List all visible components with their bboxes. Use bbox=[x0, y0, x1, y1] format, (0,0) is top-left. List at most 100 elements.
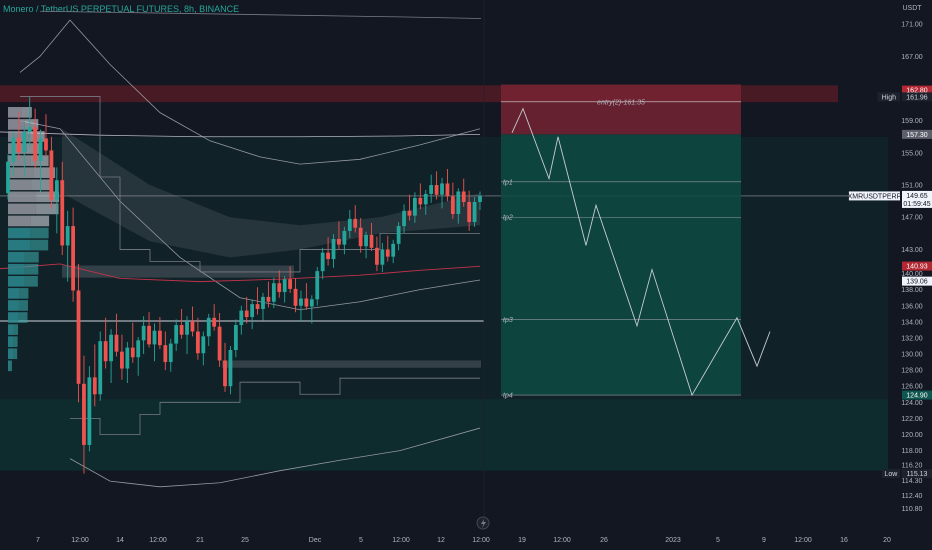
time-tick-label: 12 bbox=[437, 537, 445, 544]
candle bbox=[342, 226, 347, 255]
candle-body bbox=[358, 227, 363, 247]
consolidation-box bbox=[62, 265, 294, 278]
candle-body bbox=[255, 304, 260, 309]
candle-body bbox=[174, 325, 179, 344]
candle bbox=[467, 190, 472, 231]
candle-body bbox=[141, 325, 146, 341]
time-tick-label: 19 bbox=[518, 537, 526, 544]
volume-profile-bar bbox=[8, 275, 25, 287]
time-axis[interactable]: 7 12:00 14 12:00 21 25 Dec 5 12:00 12 12:00 19 12:00… bbox=[0, 516, 891, 550]
time-tick-label: 12:00 bbox=[794, 537, 812, 544]
candle-body bbox=[467, 201, 472, 223]
price-tick-label: 128.00 bbox=[901, 368, 923, 375]
volume-profile-bar bbox=[8, 360, 11, 372]
candle bbox=[179, 308, 184, 339]
price-tag-value: 162.80 bbox=[906, 88, 928, 95]
projected-path bbox=[511, 107, 771, 397]
time-tick-label: 16 bbox=[840, 537, 848, 544]
volume-profile-bar bbox=[8, 239, 31, 251]
take-profit-zone[interactable] bbox=[501, 134, 741, 396]
time-axis-bg bbox=[0, 523, 888, 550]
candle-body bbox=[407, 210, 412, 216]
candle bbox=[190, 306, 195, 337]
price-tag-box bbox=[902, 390, 932, 400]
time-tick-label: 2023 bbox=[665, 537, 681, 544]
volume-profile-bar bbox=[10, 360, 12, 372]
candle bbox=[385, 235, 390, 262]
candle bbox=[239, 305, 244, 335]
candle bbox=[65, 210, 70, 282]
candle-body bbox=[217, 326, 222, 361]
volume-profile-bar bbox=[24, 275, 38, 287]
candle bbox=[288, 266, 293, 293]
candle bbox=[255, 287, 260, 315]
price-tag-label-box bbox=[848, 191, 900, 201]
candle-body bbox=[288, 279, 293, 289]
candle-body bbox=[11, 137, 16, 162]
candle-body bbox=[152, 330, 157, 345]
candle bbox=[136, 337, 141, 376]
candle-body bbox=[385, 249, 390, 257]
candle-body bbox=[109, 334, 113, 362]
candle-body bbox=[103, 341, 108, 362]
price-axis[interactable]: USDT 110.80 112.40 114.30 116.20 118.00 120.00… bbox=[888, 0, 932, 550]
volume-profile-bar bbox=[30, 215, 50, 227]
indicator-layer bbox=[0, 0, 888, 523]
volume-profile-bar bbox=[8, 215, 31, 227]
candle bbox=[277, 270, 282, 298]
price-tick-label: 120.00 bbox=[901, 432, 923, 439]
volume-profile-bar bbox=[24, 119, 39, 130]
candle bbox=[244, 296, 249, 324]
candle bbox=[407, 194, 412, 221]
candle bbox=[38, 129, 43, 192]
price-tick-label: 143.00 bbox=[901, 247, 923, 254]
lower-support-zone bbox=[0, 399, 888, 471]
price-tick-label: 147.00 bbox=[901, 215, 923, 222]
consolidation-box bbox=[222, 360, 481, 368]
volume-profile-bar bbox=[8, 263, 25, 275]
candle bbox=[27, 96, 32, 147]
candle-body bbox=[478, 195, 482, 202]
candle bbox=[54, 167, 59, 234]
candle-body bbox=[380, 249, 385, 265]
short-position-tool[interactable]: entry(2)-161.35 tp1 tp2 tp3 tp4 bbox=[501, 84, 771, 400]
candle-body bbox=[125, 347, 130, 369]
candle bbox=[152, 323, 157, 362]
price-tick-label: 124.00 bbox=[901, 400, 923, 407]
candle-body bbox=[130, 347, 135, 358]
price-tick-label: 134.00 bbox=[901, 319, 923, 326]
candle-body bbox=[250, 304, 255, 318]
candle bbox=[16, 111, 21, 160]
candle bbox=[353, 205, 358, 233]
candle bbox=[92, 344, 97, 407]
price-tag-countdown: 01:59:45 bbox=[903, 201, 930, 208]
volume-profile-bar bbox=[8, 336, 14, 347]
candle-body bbox=[304, 298, 309, 307]
candle bbox=[76, 263, 81, 403]
time-tick-label: 12:00 bbox=[71, 537, 89, 544]
candle bbox=[147, 312, 151, 348]
volume-profile-bar bbox=[30, 227, 49, 239]
volume-profile-bar bbox=[33, 167, 56, 179]
candle-body bbox=[33, 127, 38, 161]
candle-body bbox=[299, 298, 303, 306]
take-profit-label: tp2 bbox=[503, 215, 513, 222]
candle-body bbox=[185, 321, 189, 335]
candle bbox=[478, 191, 482, 211]
candle bbox=[369, 222, 374, 252]
price-tag: 124.90 bbox=[902, 390, 932, 400]
candle-body bbox=[60, 180, 65, 246]
candle-body bbox=[16, 137, 21, 153]
candle-body bbox=[277, 283, 282, 293]
price-tag-box bbox=[902, 276, 932, 286]
candle-body bbox=[375, 247, 379, 265]
volume-profile-bar bbox=[8, 348, 14, 360]
price-tag-value: 157.30 bbox=[906, 132, 928, 139]
candle bbox=[228, 345, 233, 395]
candle bbox=[22, 125, 27, 178]
time-tick-label: 12:00 bbox=[472, 537, 490, 544]
stop-loss-zone[interactable] bbox=[501, 84, 741, 135]
time-tick-label: 7 bbox=[36, 537, 40, 544]
